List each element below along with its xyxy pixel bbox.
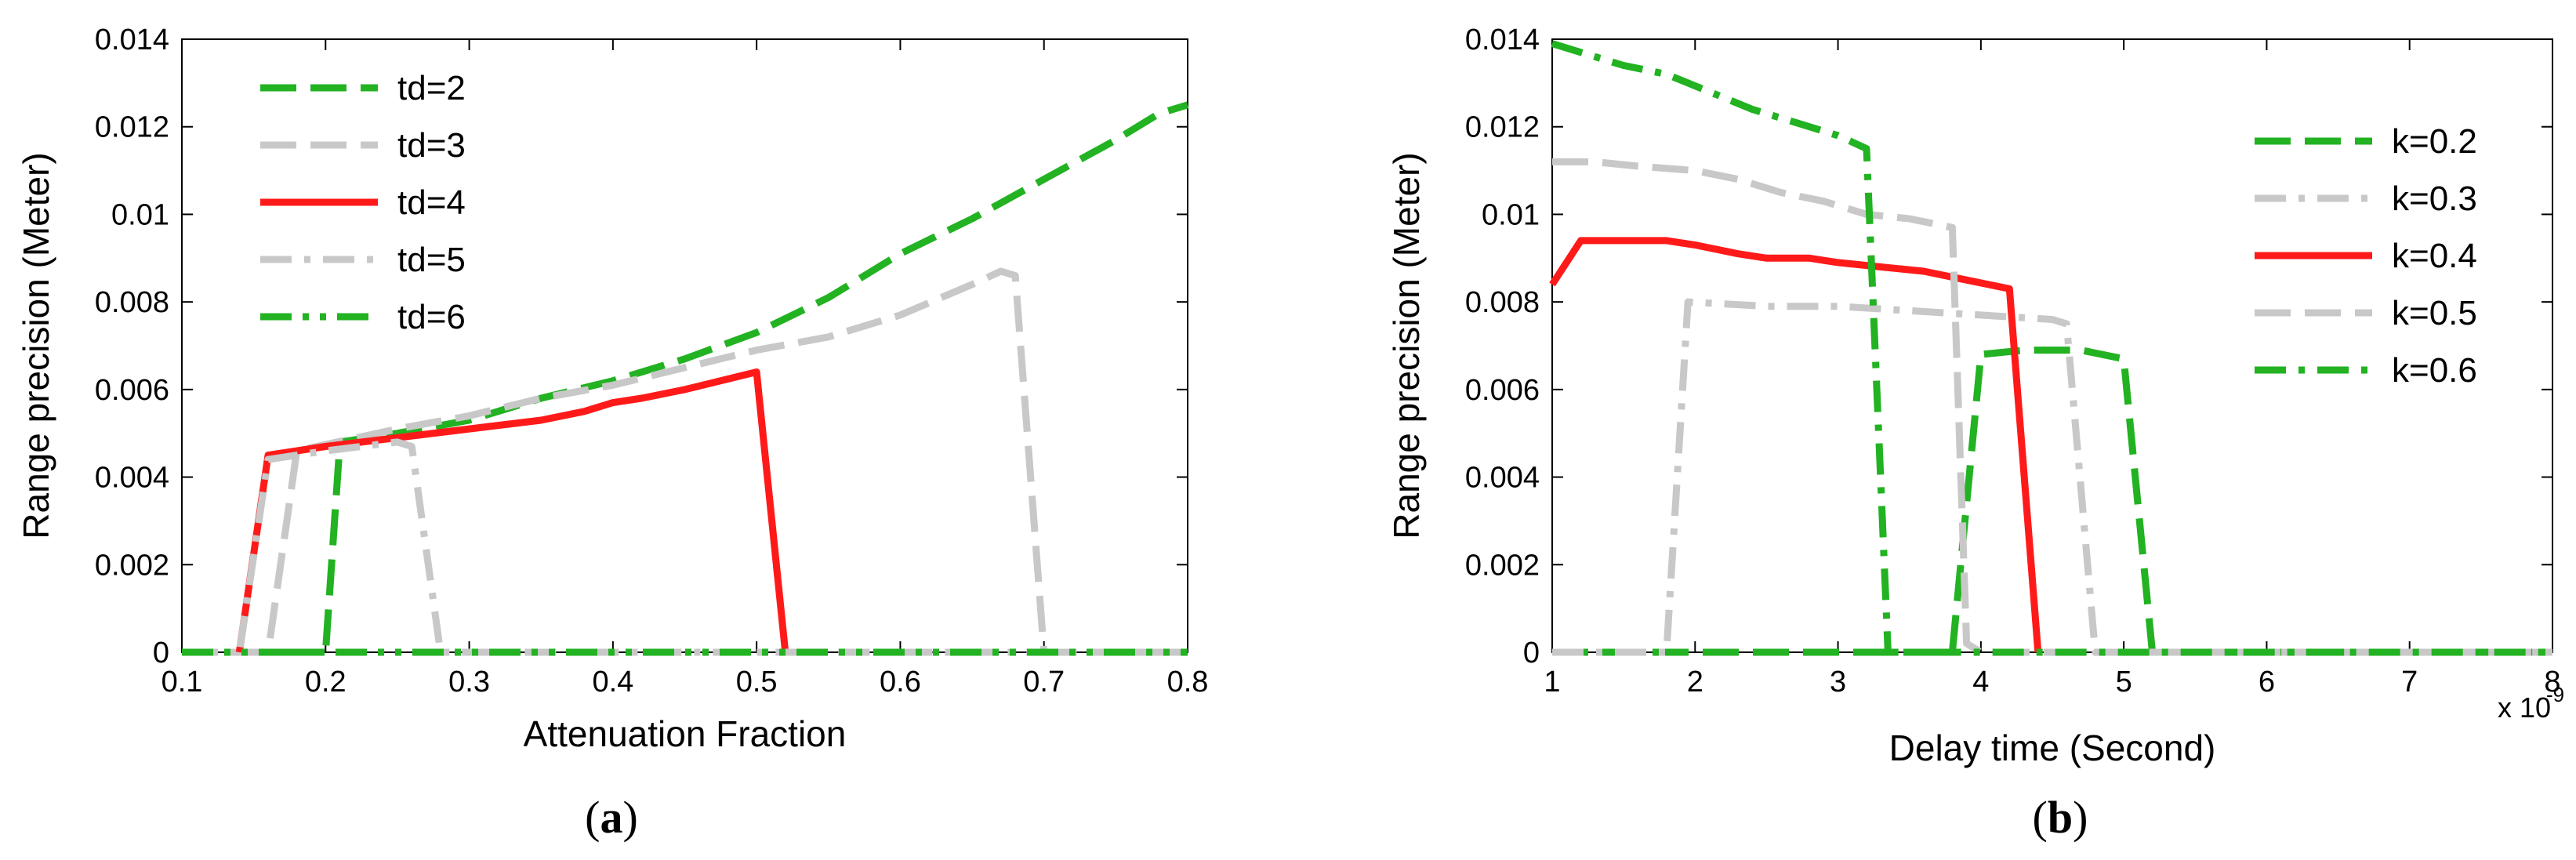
series-line-k=0.4 — [1549, 237, 2042, 653]
x-tick-label: 4 — [1972, 666, 1989, 699]
series-line-td=5 — [182, 438, 1188, 656]
y-tick-label: 0.002 — [95, 549, 169, 582]
y-tick-label: 0.008 — [95, 286, 169, 319]
series-line-k=0.6 — [1551, 40, 2552, 656]
y-tick-label: 0.012 — [95, 111, 169, 144]
series-line-td=4 — [235, 368, 789, 653]
legend: k=0.2 k=0.3 k=0.4 k=0.5 k=0.6 — [2255, 122, 2477, 390]
caption-open: ( — [585, 792, 600, 843]
legend-label: k=0.4 — [2392, 237, 2477, 275]
y-tick-label: 0.014 — [95, 24, 169, 56]
x-tick-label: 0.8 — [1167, 666, 1209, 699]
y-tick-label: 0.004 — [95, 462, 169, 495]
x-tick-label: 0.7 — [1023, 666, 1065, 699]
y-tick-label: 0 — [153, 637, 169, 669]
x-tick-label: 0.2 — [305, 666, 346, 699]
x-axis-label: Delay time (Second) — [1889, 728, 2216, 768]
legend-label: k=0.6 — [2392, 351, 2477, 390]
legend-label: td=6 — [397, 298, 466, 336]
x-tick-label: 2 — [1687, 666, 1703, 699]
y-tick-label: 0.002 — [1465, 549, 1540, 582]
x-tick-label: 8 — [2544, 666, 2560, 699]
series-line-k=0.5 — [1552, 158, 2552, 656]
y-axis-label: Range precision (Meter) — [1386, 152, 1427, 539]
caption-open: ( — [2033, 792, 2048, 843]
panel-caption: (b) — [2033, 792, 2088, 843]
x-axis-label: Attenuation Fraction — [524, 713, 847, 754]
y-tick-label: 0.008 — [1465, 286, 1540, 319]
x-tick-label: 0.1 — [161, 666, 203, 699]
y-tick-label: 0.006 — [1465, 374, 1540, 407]
legend-label: td=5 — [397, 241, 466, 279]
y-tick-label: 0 — [1523, 637, 1540, 669]
x-tick-label: 0.6 — [880, 666, 921, 699]
x-tick-label: 7 — [2401, 666, 2418, 699]
legend-label: td=4 — [397, 183, 466, 222]
x-tick-label: 0.4 — [592, 666, 633, 699]
caption-letter: a — [600, 792, 623, 843]
y-axis-label: Range precision (Meter) — [16, 152, 56, 539]
legend-label: k=0.2 — [2392, 122, 2477, 161]
series-line-td=3 — [182, 267, 1188, 656]
x-tick-label: 5 — [2116, 666, 2132, 699]
x-tick-label: 3 — [1830, 666, 1846, 699]
legend-label: k=0.5 — [2392, 294, 2477, 332]
panel-caption: (a) — [585, 792, 638, 843]
caption-close: ) — [623, 792, 638, 843]
caption-letter: b — [2048, 792, 2073, 843]
plot-frame — [181, 38, 1188, 653]
y-tick-label: 0.01 — [1482, 198, 1540, 231]
chart-panel-a: 0.1 0.2 0.3 0.4 0.5 0.6 0.7 0.8 0 0.002 0.004 0.006… — [16, 24, 1208, 843]
x-exponent-base: x 10 — [2498, 691, 2551, 724]
chart-panel-b: 1 2 3 4 5 6 7 8 0 0.002 0.004 0.006 0.008 0.01 0.012 0.… — [1386, 24, 2564, 843]
y-tick-label: 0.014 — [1465, 24, 1540, 56]
series-line-k=0.2 — [1552, 347, 2552, 656]
caption-close: ) — [2073, 792, 2088, 843]
legend-label: td=3 — [397, 126, 466, 165]
y-tick-label: 0.006 — [95, 374, 169, 407]
x-tick-label: 0.5 — [736, 666, 778, 699]
series-line-k=0.3 — [1552, 298, 2552, 656]
x-tick-label: 6 — [2259, 666, 2275, 699]
legend: td=2 td=3 td=4 td=5 td=6 — [260, 69, 466, 336]
x-exponent-power: -9 — [2546, 683, 2564, 706]
legend-label: k=0.3 — [2392, 180, 2477, 218]
y-tick-label: 0.004 — [1465, 462, 1540, 495]
legend-label: td=2 — [397, 69, 466, 107]
x-tick-label: 1 — [1544, 666, 1560, 699]
y-tick-label: 0.012 — [1465, 111, 1540, 144]
x-tick-label: 0.3 — [448, 666, 490, 699]
y-tick-label: 0.01 — [111, 198, 169, 231]
